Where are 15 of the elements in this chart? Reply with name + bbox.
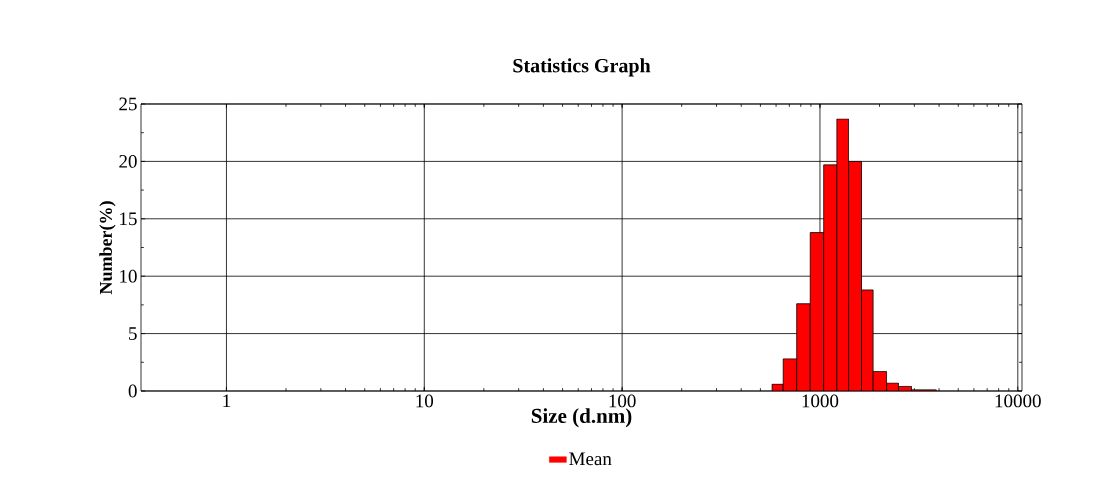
- y-axis-title: Number(%): [99, 201, 116, 295]
- x-tick-label: 100: [609, 394, 636, 408]
- y-tick-label: 5: [129, 327, 137, 340]
- chart-title: Statistics Graph: [513, 58, 651, 77]
- legend-label: Mean: [569, 452, 612, 466]
- y-tick-label: 0: [128, 384, 137, 398]
- x-axis-title: Size (d.nm): [531, 408, 632, 428]
- x-tick-label: 1000: [802, 394, 839, 408]
- y-tick-label: 25: [119, 97, 137, 111]
- x-tick-label: 1: [223, 394, 231, 408]
- y-tick-label: 15: [120, 212, 137, 226]
- x-tick-label: 10000: [995, 394, 1041, 408]
- x-tick-label: 10: [416, 394, 434, 408]
- y-tick-label: 20: [119, 154, 137, 168]
- y-tick-label: 10: [120, 269, 137, 283]
